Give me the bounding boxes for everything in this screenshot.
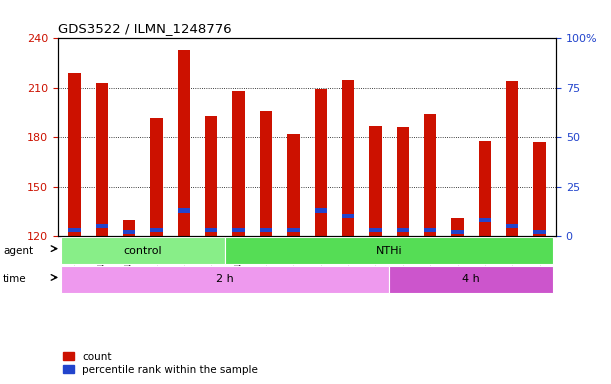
Bar bbox=[232, 91, 245, 236]
Bar bbox=[342, 214, 354, 218]
Text: 2 h: 2 h bbox=[216, 274, 234, 285]
Bar bbox=[150, 228, 163, 232]
Bar bbox=[178, 50, 190, 236]
Bar bbox=[533, 142, 546, 236]
Bar bbox=[123, 220, 136, 236]
Text: NTHi: NTHi bbox=[376, 245, 403, 256]
Bar bbox=[506, 81, 518, 236]
Bar bbox=[315, 89, 327, 236]
Bar bbox=[369, 126, 382, 236]
Bar bbox=[287, 134, 299, 236]
Bar bbox=[150, 118, 163, 236]
Bar bbox=[260, 111, 272, 236]
Bar bbox=[205, 116, 218, 236]
Bar bbox=[389, 266, 554, 293]
Text: 4 h: 4 h bbox=[463, 274, 480, 285]
Bar bbox=[225, 237, 554, 265]
Bar bbox=[178, 209, 190, 212]
Bar bbox=[315, 209, 327, 212]
Bar bbox=[369, 228, 382, 232]
Bar bbox=[452, 218, 464, 236]
Bar bbox=[68, 228, 81, 232]
Text: agent: agent bbox=[3, 245, 33, 256]
Bar bbox=[342, 79, 354, 236]
Bar bbox=[96, 83, 108, 236]
Legend: count, percentile rank within the sample: count, percentile rank within the sample bbox=[64, 352, 258, 375]
Bar bbox=[232, 228, 245, 232]
Bar bbox=[506, 224, 518, 228]
Bar bbox=[96, 224, 108, 228]
Text: GDS3522 / ILMN_1248776: GDS3522 / ILMN_1248776 bbox=[58, 22, 232, 35]
Bar bbox=[397, 127, 409, 236]
Bar bbox=[533, 230, 546, 234]
Bar bbox=[478, 141, 491, 236]
Bar bbox=[60, 266, 389, 293]
Text: control: control bbox=[123, 245, 162, 256]
Bar bbox=[68, 73, 81, 236]
Bar bbox=[60, 237, 225, 265]
Text: time: time bbox=[3, 274, 27, 285]
Bar bbox=[478, 218, 491, 222]
Bar bbox=[452, 230, 464, 234]
Bar bbox=[424, 228, 436, 232]
Bar bbox=[205, 228, 218, 232]
Bar bbox=[424, 114, 436, 236]
Bar bbox=[397, 228, 409, 232]
Bar bbox=[287, 228, 299, 232]
Bar bbox=[260, 228, 272, 232]
Bar bbox=[123, 230, 136, 234]
